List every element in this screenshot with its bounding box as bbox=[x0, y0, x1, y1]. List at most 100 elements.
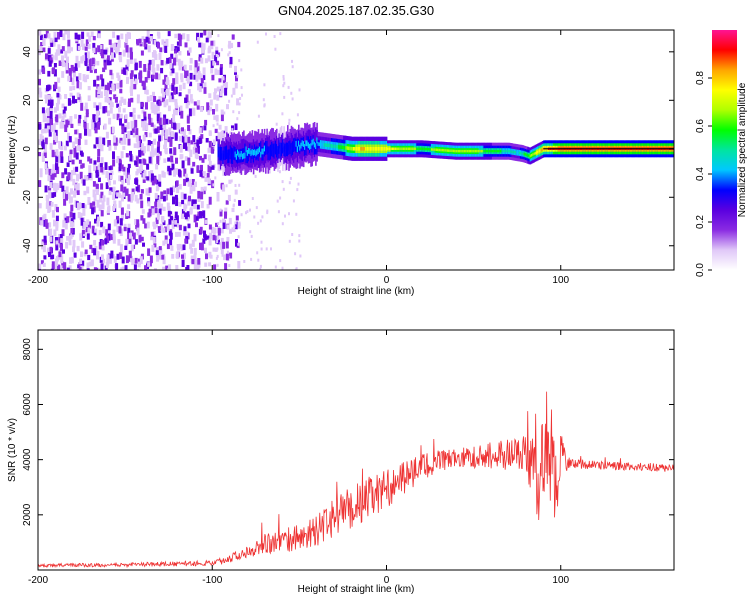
spectrogram-cell bbox=[77, 139, 81, 146]
spectrogram-cell bbox=[138, 258, 141, 265]
spectrogram-cell bbox=[69, 221, 73, 228]
spectrogram-cell bbox=[49, 57, 53, 64]
spectrogram-cell bbox=[55, 163, 58, 171]
spectrogram-cell bbox=[262, 98, 265, 102]
spectrogram-cell bbox=[394, 147, 396, 150]
spectrogram-cell bbox=[101, 204, 105, 210]
spectrogram-cell bbox=[124, 265, 128, 270]
spectrogram-cell bbox=[68, 68, 72, 74]
spectrogram-cell bbox=[59, 30, 63, 38]
spectrogram-cell bbox=[162, 256, 166, 265]
spectrogram-cell bbox=[112, 151, 115, 159]
spectrogram-cell bbox=[80, 251, 83, 258]
spectrogram-cell bbox=[84, 106, 88, 111]
spectrogram-cell bbox=[252, 149, 255, 156]
spectrogram-cell bbox=[191, 184, 195, 192]
spectrogram-cell bbox=[416, 147, 418, 150]
spectrogram-cell bbox=[309, 143, 311, 150]
spectrogram-cell bbox=[49, 174, 53, 180]
spectrogram-cell bbox=[118, 175, 122, 182]
spectrogram-cell bbox=[237, 149, 239, 156]
spectrogram-cell bbox=[125, 238, 129, 246]
spectrogram-cell bbox=[326, 143, 328, 147]
x-tick-label: 100 bbox=[552, 575, 569, 586]
spectrogram-cell bbox=[151, 102, 155, 109]
spectrogram-cell bbox=[172, 185, 176, 193]
spectrogram-cell bbox=[106, 98, 110, 104]
spectrogram-cell bbox=[252, 148, 255, 163]
spectrogram-cell bbox=[273, 143, 276, 150]
spectrogram-cell bbox=[479, 149, 482, 153]
spectrogram-cell bbox=[207, 154, 211, 161]
spectrogram-cell bbox=[95, 169, 99, 178]
spectrogram-cell bbox=[207, 164, 211, 173]
spectrogram-cell bbox=[288, 239, 291, 243]
spectrogram-cell bbox=[188, 47, 192, 53]
spectrogram-cell bbox=[146, 176, 150, 181]
spectrogram-cell bbox=[231, 34, 235, 40]
spectrogram-cell bbox=[88, 35, 92, 42]
spectrogram-cell bbox=[99, 163, 103, 168]
spectrogram-cell bbox=[197, 71, 201, 79]
spectrogram-cell bbox=[74, 184, 78, 189]
spectrogram-cell bbox=[202, 67, 206, 76]
spectrogram-cell bbox=[55, 102, 59, 111]
spectrogram-cell bbox=[73, 72, 76, 78]
spectrogram-cell bbox=[88, 172, 92, 178]
spectrogram-cell bbox=[215, 54, 218, 57]
spectrogram-cell bbox=[221, 76, 225, 81]
spectrogram-cell bbox=[117, 75, 121, 81]
spectrogram-cell bbox=[163, 190, 167, 195]
spectrogram-cell bbox=[149, 141, 153, 146]
spectrogram-cell bbox=[100, 263, 104, 270]
spectrogram-cell bbox=[46, 118, 50, 124]
spectrogram-cell bbox=[435, 148, 438, 151]
spectrogram-cell bbox=[79, 258, 83, 264]
spectrogram-cell bbox=[154, 128, 158, 134]
y-tick-label: 20 bbox=[22, 94, 33, 106]
spectrogram-cell bbox=[61, 122, 65, 129]
spectrogram-cell bbox=[199, 170, 203, 177]
spectrogram-cell bbox=[158, 181, 162, 187]
spectrogram-cell bbox=[230, 179, 233, 183]
spectrogram-cell bbox=[158, 174, 162, 182]
spectrogram-cell bbox=[96, 60, 100, 66]
snr-ylabel: SNR (10 * v/v) bbox=[7, 418, 18, 482]
spectrogram-cell bbox=[146, 221, 150, 229]
spectrogram-cell bbox=[140, 215, 144, 221]
spectrogram-cell bbox=[200, 106, 203, 112]
spectrogram-cell bbox=[198, 56, 202, 62]
spectrogram-cell bbox=[63, 213, 67, 220]
spectrogram-cell bbox=[156, 213, 160, 220]
spectrogram-cell bbox=[155, 179, 159, 185]
spectrogram-cell bbox=[476, 149, 478, 153]
spectrogram-cell bbox=[61, 229, 65, 237]
spectrogram-cell bbox=[99, 91, 103, 99]
spectrogram-cell bbox=[95, 137, 99, 145]
spectrogram-cell bbox=[365, 147, 367, 151]
spectrogram-cell bbox=[199, 242, 202, 250]
spectrogram-cell bbox=[156, 254, 160, 262]
spectrogram-cell bbox=[180, 192, 184, 199]
spectrogram-cell bbox=[198, 137, 202, 144]
spectrogram-cell bbox=[65, 140, 69, 147]
spectrogram-cell bbox=[186, 34, 190, 42]
spectrogram-cell bbox=[123, 98, 127, 105]
spectrogram-cell bbox=[77, 118, 81, 124]
spectrogram-cell bbox=[39, 168, 43, 174]
spectrogram-cell bbox=[178, 243, 182, 249]
spectrogram-cell bbox=[189, 243, 193, 250]
spectrogram-cell bbox=[70, 47, 73, 52]
spectrogram-cell bbox=[231, 207, 235, 213]
spectrogram-cell bbox=[130, 130, 134, 136]
spectrogram-cell bbox=[228, 150, 231, 156]
spectrogram-cell bbox=[147, 212, 151, 218]
spectrogram-cell bbox=[296, 138, 299, 153]
spectrogram-cell bbox=[193, 101, 197, 106]
spectrogram-cell bbox=[125, 38, 129, 44]
spectrogram-cell bbox=[197, 258, 201, 265]
spectrogram-cell bbox=[112, 194, 116, 200]
spectrogram-cell bbox=[43, 151, 47, 159]
spectrogram-cell bbox=[48, 168, 52, 176]
spectrogram-cell bbox=[119, 100, 122, 107]
